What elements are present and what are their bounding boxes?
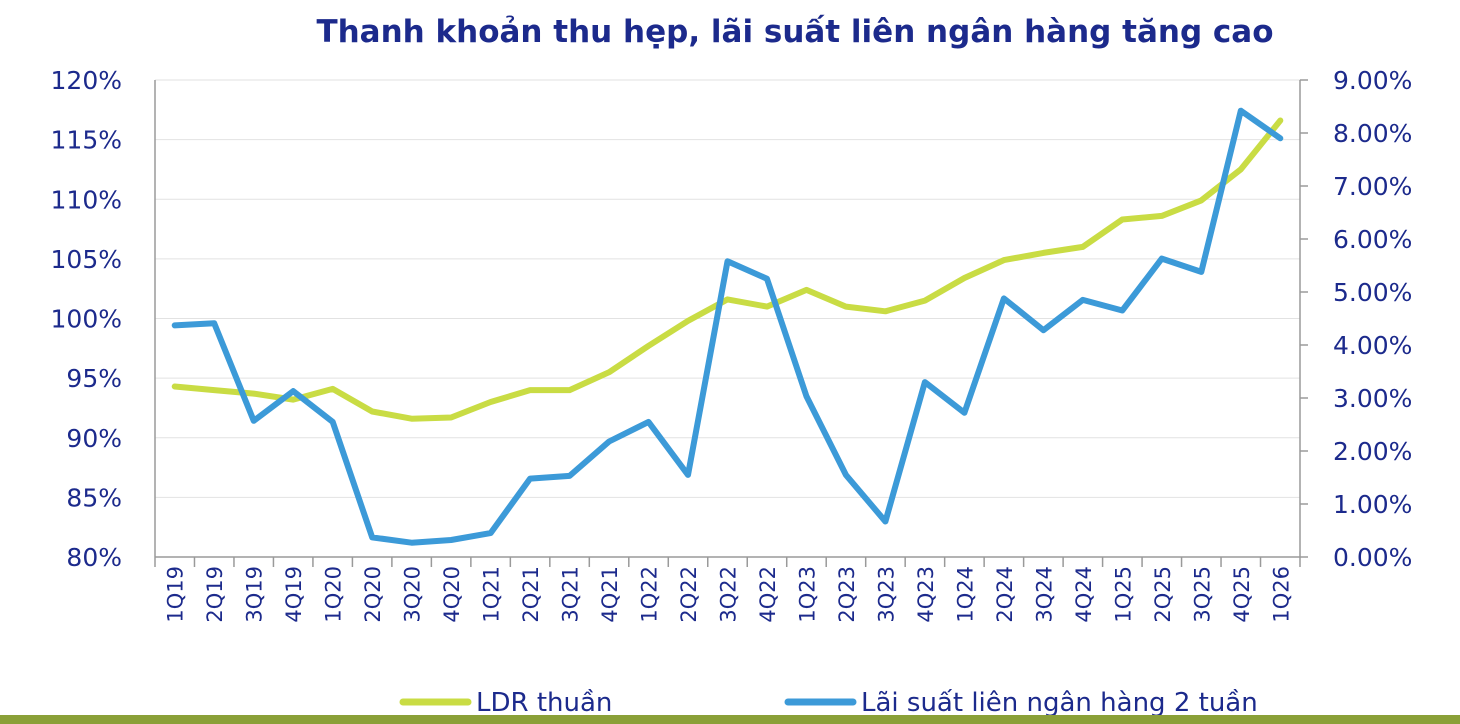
x-tick-label: 4Q20 — [440, 566, 464, 623]
x-tick-label: 2Q20 — [361, 566, 385, 623]
series-line-ldr — [171, 117, 1284, 422]
x-tick-label: 2Q24 — [993, 566, 1017, 623]
left-tick-label: 85% — [66, 483, 122, 512]
x-tick-label: 1Q23 — [795, 566, 819, 623]
legend-label-ldr: LDR thuần — [476, 688, 612, 718]
x-tick-label: 4Q19 — [282, 566, 306, 623]
footer-bar — [0, 715, 1460, 724]
right-tick-label: 3.00% — [1333, 384, 1412, 413]
chart-title: Thanh khoản thu hẹp, lãi suất liên ngân … — [316, 14, 1273, 50]
left-tick-label: 80% — [66, 543, 122, 572]
right-tick-label: 7.00% — [1333, 172, 1412, 201]
right-tick-label: 0.00% — [1333, 543, 1412, 572]
x-tick-label: 2Q19 — [203, 566, 227, 623]
left-tick-label: 120% — [51, 66, 122, 95]
x-tick-label: 1Q19 — [164, 566, 188, 623]
x-tick-label: 3Q20 — [401, 566, 425, 623]
x-tick-label: 2Q25 — [1151, 566, 1175, 623]
left-tick-label: 105% — [51, 245, 122, 274]
series-line-interbank — [171, 107, 1284, 546]
x-tick-label: 2Q23 — [835, 566, 859, 623]
left-tick-label: 115% — [51, 126, 122, 155]
x-tick-label: 2Q22 — [677, 566, 701, 623]
x-axis-ticks: 1Q19 2Q19 3Q19 4Q19 1Q20 2Q20 3Q20 4Q20 1Q21 2Q21… — [154, 557, 1301, 623]
x-tick-label: 1Q25 — [1111, 566, 1135, 623]
series-lines — [171, 107, 1284, 546]
x-tick-label: 3Q24 — [1032, 566, 1056, 623]
legend: LDR thuần Lãi suất liên ngân hàng 2 tuần — [399, 688, 1258, 718]
axes — [154, 80, 1301, 558]
x-tick-label: 3Q23 — [874, 566, 898, 623]
x-tick-label: 2Q21 — [519, 566, 543, 623]
x-tick-label: 1Q20 — [322, 566, 346, 623]
x-tick-label: 4Q25 — [1230, 566, 1254, 623]
right-tick-label: 1.00% — [1333, 490, 1412, 519]
right-axis-ticks: 0.00% 1.00% 2.00% 3.00% 4.00% 5.00% 6.00% 7.00%… — [1300, 66, 1412, 572]
x-tick-label: 4Q24 — [1072, 566, 1096, 623]
gridlines — [155, 79, 1300, 498]
left-axis-ticks: 80% 85% 90% 95% 100% 105% 110% 115% 120% — [51, 66, 122, 572]
left-tick-label: 90% — [66, 424, 122, 453]
x-tick-label: 1Q21 — [480, 566, 504, 623]
left-tick-label: 110% — [51, 185, 122, 214]
x-tick-label: 3Q19 — [243, 566, 267, 623]
left-tick-label: 95% — [66, 364, 122, 393]
x-tick-label: 1Q26 — [1269, 566, 1293, 623]
x-tick-label: 3Q22 — [717, 566, 741, 623]
x-tick-label: 4Q23 — [914, 566, 938, 623]
right-tick-label: 2.00% — [1333, 437, 1412, 466]
right-tick-label: 5.00% — [1333, 278, 1412, 307]
right-tick-label: 4.00% — [1333, 331, 1412, 360]
x-tick-label: 1Q24 — [953, 566, 977, 623]
x-tick-label: 3Q21 — [559, 566, 583, 623]
right-tick-label: 6.00% — [1333, 225, 1412, 254]
x-tick-label: 3Q25 — [1190, 566, 1214, 623]
right-tick-label: 9.00% — [1333, 66, 1412, 95]
x-tick-label: 4Q22 — [756, 566, 780, 623]
right-tick-label: 8.00% — [1333, 119, 1412, 148]
legend-label-interbank: Lãi suất liên ngân hàng 2 tuần — [861, 688, 1258, 718]
left-tick-label: 100% — [51, 305, 122, 334]
x-tick-label: 1Q22 — [638, 566, 662, 623]
x-tick-label: 4Q21 — [598, 566, 622, 623]
